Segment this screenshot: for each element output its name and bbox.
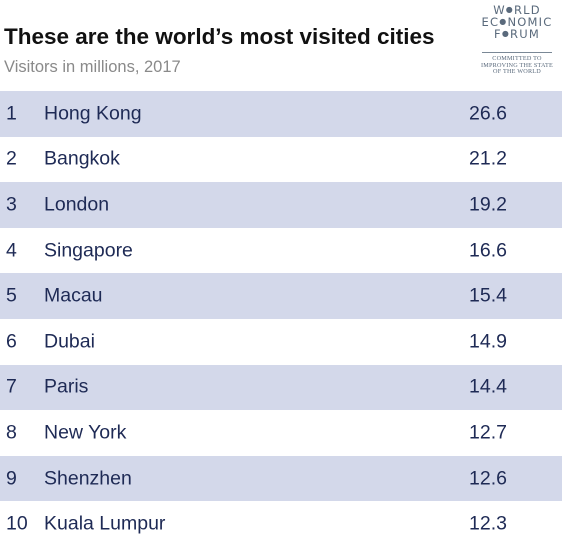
wef-logo: W●RLD EC●NOMIC F●RUM COMMITTED TO IMPROV… (476, 4, 558, 76)
table-row: 5 Macau 15.4 (0, 273, 562, 319)
city-cell: Hong Kong (44, 102, 142, 125)
city-cell: Kuala Lumpur (44, 512, 166, 535)
value-cell: 21.2 (469, 147, 507, 170)
city-cell: London (44, 193, 110, 216)
table-row: 3 London 19.2 (0, 182, 562, 228)
chart-subtitle: Visitors in millions, 2017 (4, 58, 181, 76)
value-cell: 12.7 (469, 421, 507, 444)
city-cell: Singapore (44, 239, 133, 262)
city-cell: Dubai (44, 330, 95, 353)
rank-cell: 5 (6, 284, 17, 307)
rank-cell: 4 (6, 239, 17, 262)
table-row: 1 Hong Kong 26.6 (0, 91, 562, 137)
table-row: 6 Dubai 14.9 (0, 318, 562, 365)
logo-line-world: W●RLD (493, 3, 541, 17)
value-cell: 26.6 (469, 102, 507, 125)
value-cell: 14.9 (469, 330, 507, 353)
logo-tagline-2: IMPROVING THE STATE (481, 61, 553, 69)
table-row: 4 Singapore 16.6 (0, 227, 562, 274)
rank-cell: 7 (6, 375, 17, 398)
value-cell: 12.3 (469, 512, 507, 535)
logo-line-forum: F●RUM (494, 27, 540, 41)
value-cell: 12.6 (469, 467, 507, 490)
city-cell: Macau (44, 284, 103, 307)
rank-cell: 6 (6, 330, 17, 353)
table-row: 2 Bangkok 21.2 (0, 136, 562, 183)
city-cell: Shenzhen (44, 467, 132, 490)
city-cell: New York (44, 421, 127, 444)
value-cell: 14.4 (469, 375, 507, 398)
table-row: 7 Paris 14.4 (0, 364, 562, 411)
rank-cell: 9 (6, 467, 17, 490)
rank-cell: 1 (6, 102, 17, 125)
table-row: 8 New York 12.7 (0, 410, 562, 456)
value-cell: 16.6 (469, 239, 507, 262)
rank-cell: 8 (6, 421, 17, 444)
value-cell: 19.2 (469, 193, 507, 216)
chart-title: These are the world’s most visited citie… (4, 24, 435, 49)
rank-cell: 2 (6, 147, 17, 170)
value-cell: 15.4 (469, 284, 507, 307)
table-row: 9 Shenzhen 12.6 (0, 455, 562, 502)
rank-cell: 3 (6, 193, 17, 216)
city-cell: Bangkok (44, 147, 120, 170)
logo-tagline-3: OF THE WORLD (493, 68, 541, 75)
logo-tagline-1: COMMITTED TO (492, 55, 542, 62)
table-row: 10 Kuala Lumpur 12.3 (0, 501, 562, 547)
ranking-table: 1 Hong Kong 26.6 2 Bangkok 21.2 3 London 19.2 4 Si… (0, 91, 562, 547)
logo-divider (482, 52, 552, 53)
city-cell: Paris (44, 375, 89, 398)
rank-cell: 10 (6, 512, 28, 535)
logo-line-economic: EC●NOMIC (481, 15, 553, 29)
